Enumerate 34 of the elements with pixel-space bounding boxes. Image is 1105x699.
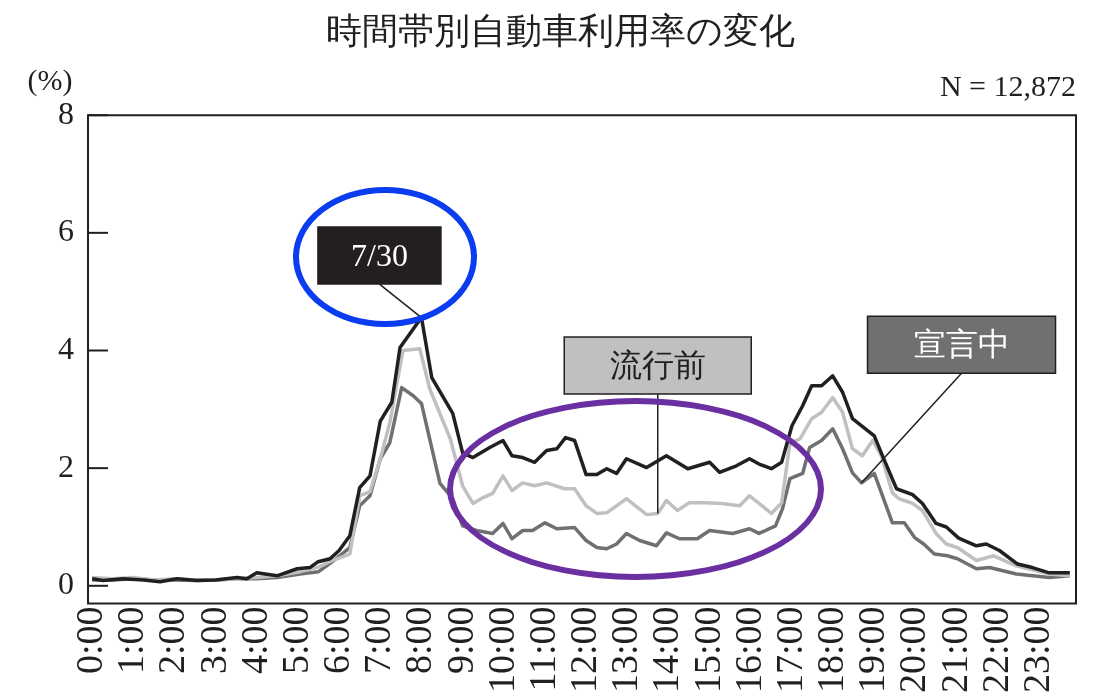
x-tick-label: 12:00 xyxy=(562,606,605,693)
x-tick-label: 15:00 xyxy=(685,606,728,693)
x-tick-label: 4:00 xyxy=(232,606,275,674)
x-tick-label: 22:00 xyxy=(973,606,1016,693)
x-tick-label: 23:00 xyxy=(1014,606,1057,693)
y-tick-label: 0 xyxy=(58,565,74,602)
x-tick-label: 19:00 xyxy=(850,606,893,693)
y-tick-label: 6 xyxy=(58,212,74,249)
chart-title: 時間帯別自動車利用率の変化 xyxy=(325,9,795,51)
x-tick-label: 3:00 xyxy=(191,606,234,674)
x-tick-label: 16:00 xyxy=(726,606,769,693)
y-tick-label: 2 xyxy=(58,447,74,484)
x-tick-label: 20:00 xyxy=(891,606,934,693)
x-tick-label: 17:00 xyxy=(767,606,810,693)
text: N = 12,872 xyxy=(939,69,1076,103)
x-tick-label: 7:00 xyxy=(356,606,399,674)
text: 宣言中 xyxy=(913,325,1010,364)
x-tick-label: 2:00 xyxy=(150,606,193,674)
x-tick-label: 10:00 xyxy=(479,606,522,693)
x-tick-label: 0:00 xyxy=(68,606,111,674)
x-tick-label: 8:00 xyxy=(397,606,440,674)
x-tick-label: 1:00 xyxy=(109,606,152,674)
x-tick-label: 5:00 xyxy=(273,606,316,674)
y-tick-label: 4 xyxy=(58,329,74,366)
x-tick-label: 9:00 xyxy=(438,606,481,674)
y-axis-title: (%) xyxy=(27,63,73,98)
x-tick-label: 11:00 xyxy=(520,606,563,692)
x-tick-label: 13:00 xyxy=(603,606,646,693)
text: 流行前 xyxy=(609,345,706,384)
x-tick-label: 14:00 xyxy=(644,606,687,693)
x-tick-label: 6:00 xyxy=(315,606,358,674)
x-tick-label: 18:00 xyxy=(809,606,852,693)
series-label: 7/30 xyxy=(351,236,408,273)
x-tick-label: 21:00 xyxy=(932,606,975,693)
